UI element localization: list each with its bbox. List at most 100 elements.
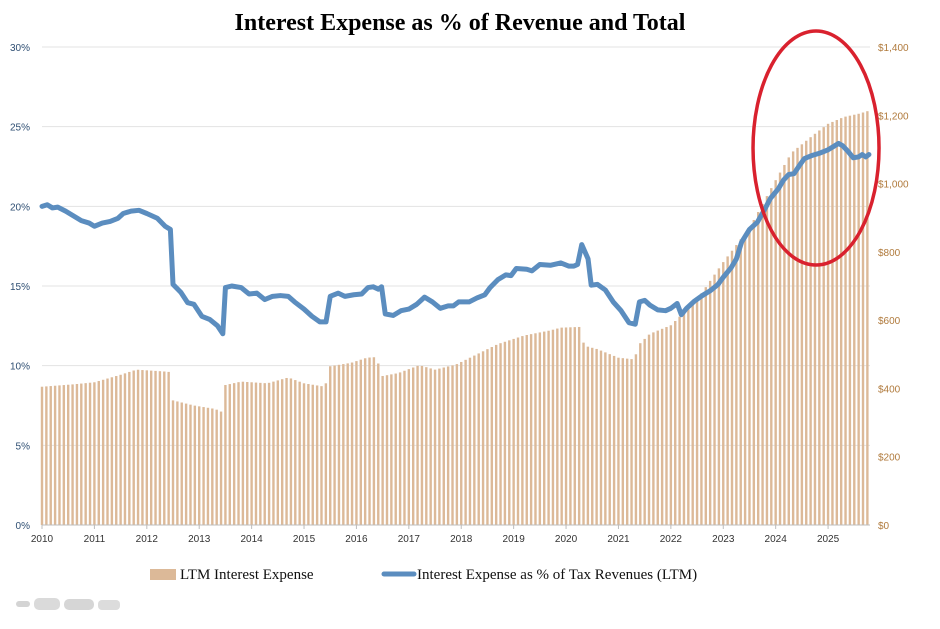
x-tick-label: 2015 [293, 534, 316, 545]
bar [665, 327, 668, 525]
bar [123, 373, 127, 525]
bar [813, 133, 817, 525]
bar [757, 212, 760, 525]
bar [508, 340, 511, 525]
bar [512, 338, 515, 525]
x-tick-label: 2025 [817, 534, 840, 545]
bar [53, 385, 57, 525]
bar [145, 370, 149, 525]
bar [477, 353, 480, 525]
x-tick-label: 2016 [345, 534, 368, 545]
bar [691, 303, 694, 525]
bar [211, 408, 214, 525]
bar [765, 196, 769, 525]
bar [93, 382, 96, 525]
y-left-tick-label: 10% [10, 362, 30, 373]
bar [525, 335, 528, 525]
bar [543, 331, 546, 525]
y-left-tick-label: 25% [10, 123, 30, 134]
bar [337, 364, 341, 525]
bar [713, 274, 716, 525]
bar [682, 312, 686, 525]
x-tick-label: 2021 [607, 534, 630, 545]
bar [101, 379, 105, 525]
bar [119, 374, 122, 525]
bar [446, 366, 450, 525]
bar [241, 381, 245, 525]
bar [320, 386, 323, 525]
bar [835, 120, 839, 525]
bar [857, 113, 860, 526]
bar [752, 219, 756, 526]
bar [280, 379, 284, 525]
bar [822, 127, 825, 525]
chart-title: Interest Expense as % of Revenue and Tot… [234, 10, 686, 36]
bar [730, 250, 734, 525]
bar [573, 327, 576, 525]
bar [569, 327, 572, 525]
bar [250, 382, 253, 525]
bar [167, 371, 170, 525]
bar [180, 402, 183, 525]
y-left-tick-label: 0% [16, 521, 31, 532]
bar [294, 380, 297, 525]
bar [84, 383, 87, 525]
bar [612, 355, 616, 525]
bar [350, 362, 354, 525]
bar [805, 140, 808, 525]
y-right-tick-label: $0 [878, 521, 890, 532]
bar [608, 354, 611, 525]
bar [547, 330, 550, 525]
bar [494, 344, 498, 525]
y-left-tick-label: 5% [16, 441, 31, 452]
bar [368, 357, 371, 525]
y-right-tick-label: $800 [878, 248, 901, 259]
bar [289, 378, 293, 525]
x-tick-label: 2011 [84, 534, 106, 545]
bar [163, 371, 166, 525]
bar [726, 256, 729, 525]
bar [634, 354, 638, 525]
bar [490, 347, 494, 525]
bar [442, 367, 445, 525]
x-tick-label: 2013 [188, 534, 211, 545]
bar [678, 316, 681, 525]
bar [809, 137, 812, 525]
bar [861, 112, 865, 526]
bar [324, 383, 328, 525]
x-tick-label: 2023 [712, 534, 735, 545]
bar [743, 233, 747, 525]
bar [40, 386, 44, 525]
bar [359, 359, 362, 525]
x-tick-label: 2010 [31, 534, 54, 545]
bar [499, 343, 502, 525]
bar [329, 366, 332, 525]
y-left-tick-label: 15% [10, 282, 30, 293]
bar [206, 407, 210, 525]
y-right-tick-label: $200 [878, 453, 901, 464]
bar [381, 375, 384, 525]
bar [722, 262, 725, 525]
legend: LTM Interest Expense Interest Expense as … [150, 567, 697, 583]
bar [158, 371, 162, 525]
bar [735, 245, 738, 525]
bar [708, 280, 712, 525]
x-tick-label: 2018 [450, 534, 473, 545]
bar [198, 406, 201, 525]
bar [818, 130, 821, 525]
x-tick-label: 2012 [136, 534, 159, 545]
bar [429, 368, 432, 525]
bar [460, 361, 463, 525]
bar [398, 372, 402, 525]
y-right-tick-label: $600 [878, 316, 901, 327]
bar [363, 358, 367, 525]
bar [259, 382, 262, 525]
bar [224, 385, 227, 525]
y-right-tick-label: $1,400 [878, 43, 909, 54]
bar [639, 343, 642, 525]
bar [49, 386, 52, 525]
bar [202, 407, 205, 525]
watermark-logo [16, 598, 120, 610]
x-tick-label: 2020 [555, 534, 578, 545]
